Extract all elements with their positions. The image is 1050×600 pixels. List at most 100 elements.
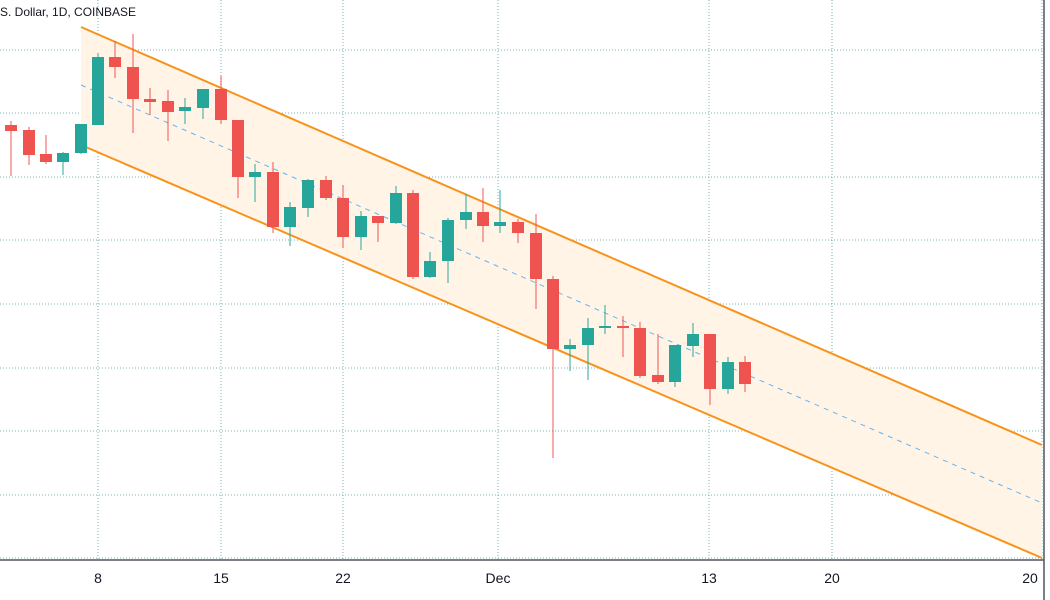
candle-bearish	[530, 214, 542, 309]
candle-bearish	[127, 34, 139, 133]
candle-body	[722, 362, 734, 389]
candle-bullish	[564, 339, 576, 371]
candle-body	[494, 222, 506, 226]
candle-body	[337, 198, 349, 237]
candle-bullish	[390, 186, 402, 224]
candle-bearish	[477, 188, 489, 242]
candle-body	[424, 261, 436, 277]
candle-body	[75, 124, 87, 153]
candle-bullish	[197, 89, 209, 119]
candle-bullish	[460, 194, 472, 229]
candle-body	[284, 207, 296, 227]
candle-bullish	[494, 190, 506, 233]
candle-bearish	[617, 316, 629, 357]
candle-bearish	[23, 127, 35, 165]
candle-bearish	[232, 120, 244, 198]
candle-body	[704, 334, 716, 389]
candle-bearish	[40, 135, 52, 164]
candle-bullish	[249, 164, 261, 202]
candle-body	[582, 328, 594, 345]
x-tick-label: 15	[213, 570, 229, 586]
candle-bullish	[302, 179, 314, 217]
candle-bearish	[739, 356, 751, 392]
candle-bearish	[162, 90, 174, 141]
chart-title: S. Dollar, 1D, COINBASE	[0, 5, 137, 19]
candle-body	[232, 120, 244, 177]
candle-body	[390, 193, 402, 223]
candle-body	[530, 233, 542, 279]
candle-body	[144, 99, 156, 102]
candle-body	[460, 212, 472, 220]
candle-body	[739, 362, 751, 384]
candle-bearish	[267, 162, 279, 233]
candle-body	[599, 326, 611, 328]
candle-body	[407, 193, 419, 277]
candle-bearish	[547, 276, 559, 458]
x-tick-label: 8	[94, 570, 102, 586]
candle-body	[302, 180, 314, 208]
candle-bullish	[582, 318, 594, 380]
candle-bearish	[215, 76, 227, 124]
candle-bullish	[284, 202, 296, 246]
candle-bearish	[652, 334, 664, 384]
candles	[5, 34, 751, 458]
candle-body	[634, 328, 646, 376]
candle-bearish	[634, 322, 646, 378]
candle-body	[669, 345, 681, 382]
candle-bearish	[320, 176, 332, 200]
candle-body	[23, 130, 35, 155]
candle-body	[109, 57, 121, 67]
candle-body	[372, 216, 384, 223]
candle-bullish	[687, 323, 699, 357]
candle-bullish	[442, 218, 454, 283]
candle-bullish	[424, 252, 436, 278]
x-tick-label: 20	[824, 570, 840, 586]
candle-body	[355, 216, 367, 237]
candle-bullish	[355, 211, 367, 250]
candle-body	[162, 101, 174, 112]
candle-bearish	[372, 216, 384, 242]
candle-body	[197, 89, 209, 108]
candle-body	[40, 154, 52, 162]
parallel-channel-drawing[interactable]	[80, 26, 1043, 559]
candle-body	[179, 107, 191, 111]
candle-body	[512, 222, 524, 233]
candle-bearish	[337, 185, 349, 248]
candle-body	[215, 89, 227, 120]
channel-lower-line[interactable]	[80, 144, 1043, 559]
candle-bearish	[109, 41, 121, 78]
candle-body	[652, 375, 664, 382]
candle-bearish	[144, 88, 156, 115]
candle-body	[5, 125, 17, 131]
candle-bullish	[722, 357, 734, 394]
candle-bullish	[179, 98, 191, 124]
channel-upper-line[interactable]	[80, 26, 1043, 446]
x-tick-label: Dec	[485, 570, 511, 586]
x-tick-label: 20	[1022, 570, 1038, 586]
channel-fill	[81, 27, 1042, 558]
candle-bullish	[599, 305, 611, 334]
candle-body	[249, 172, 261, 177]
candle-body	[687, 334, 699, 346]
candle-bearish	[5, 121, 17, 176]
candle-body	[320, 180, 332, 198]
candle-bullish	[75, 124, 87, 154]
x-tick-label: 22	[335, 570, 351, 586]
candle-body	[442, 220, 454, 261]
candle-bearish	[704, 334, 716, 405]
candle-body	[617, 326, 629, 328]
candle-body	[92, 57, 104, 125]
candle-body	[57, 153, 69, 162]
channel-middle-line[interactable]	[80, 84, 1043, 504]
x-tick-label: 13	[701, 570, 717, 586]
candle-body	[477, 212, 489, 226]
candle-bearish	[407, 190, 419, 279]
candle-body	[127, 67, 139, 99]
candle-bullish	[669, 345, 681, 387]
candle-bullish	[92, 53, 104, 125]
candle-bullish	[57, 152, 69, 175]
candle-body	[267, 172, 279, 227]
